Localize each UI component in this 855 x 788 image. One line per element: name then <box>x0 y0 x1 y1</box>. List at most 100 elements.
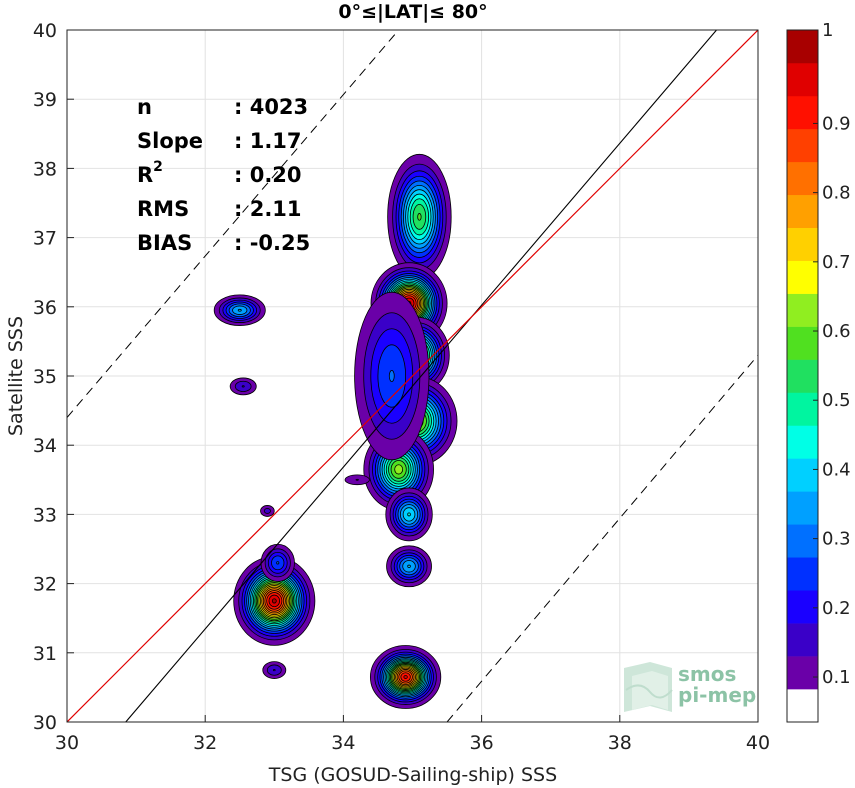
stat-value: : 4023 <box>234 95 308 119</box>
x-tick-label: 34 <box>331 732 355 754</box>
colorbar-band <box>787 128 818 163</box>
stat-label: BIAS <box>137 231 192 255</box>
colorbar-band <box>787 491 818 525</box>
colorbar-band <box>787 590 818 624</box>
density-cluster <box>354 291 430 461</box>
colorbar <box>786 29 819 723</box>
colorbar-tick-label: 0.8 <box>822 183 851 204</box>
chart-title: 0°≤|LAT|≤ 80° <box>338 1 487 23</box>
x-axis-ticks: 30 32 34 36 38 40 <box>55 715 770 754</box>
contour-level <box>263 508 271 514</box>
contour-level <box>355 478 359 481</box>
y-tick-label: 36 <box>33 297 57 319</box>
bound-dashed-line <box>446 354 758 722</box>
contour-level <box>271 598 277 604</box>
colorbar-tick-label: 0.6 <box>822 321 851 342</box>
y-tick-label: 38 <box>33 158 57 180</box>
logo-line1: smos <box>678 662 736 686</box>
contour-level <box>417 213 422 221</box>
stat-label: RMS <box>137 197 189 221</box>
smos-pi-mep-logo: smos pi-mep <box>624 662 756 712</box>
x-axis-label: TSG (GOSUD-Sailing-ship) SSS <box>268 764 557 786</box>
identity-line <box>67 30 758 722</box>
stat-value: : 2.11 <box>234 197 302 221</box>
y-tick-label: 40 <box>33 20 57 42</box>
contour-level <box>403 675 408 679</box>
colorbar-band <box>787 557 818 591</box>
x-tick-label: 40 <box>746 732 770 754</box>
stat-label: Slope <box>137 129 203 153</box>
colorbar-tick-label: 0.5 <box>822 390 851 411</box>
colorbar-tick-label: 0.9 <box>822 113 851 134</box>
contour-level <box>394 464 404 475</box>
density-cluster <box>369 645 442 709</box>
y-tick-label: 37 <box>33 228 57 250</box>
x-tick-label: 32 <box>193 732 217 754</box>
y-tick-label: 34 <box>33 435 57 457</box>
colorbar-tick-label: 1 <box>822 20 833 41</box>
colorbar-band <box>787 458 818 492</box>
colorbar-band <box>787 95 818 130</box>
colorbar-band <box>787 392 818 426</box>
colorbar-band <box>787 194 818 229</box>
density-cluster <box>385 487 433 542</box>
y-axis-ticks: 30 31 32 33 34 35 36 37 38 39 40 <box>33 20 74 734</box>
stat-label: n <box>137 95 152 119</box>
colorbar-band <box>787 293 818 327</box>
contour-level <box>407 512 411 517</box>
colorbar-band <box>787 656 818 690</box>
contour-level <box>237 308 242 312</box>
density-contours <box>213 153 458 709</box>
density-cluster <box>344 474 370 486</box>
x-tick-label: 30 <box>55 732 79 754</box>
colorbar-band <box>787 260 818 294</box>
density-cluster <box>262 661 287 679</box>
colorbar-band <box>787 359 818 393</box>
colorbar-ticks: 0.1 0.2 0.3 0.4 0.5 0.6 0.7 0.8 0.9 1 <box>813 20 851 688</box>
colorbar-band <box>787 227 818 261</box>
density-cluster <box>233 556 316 646</box>
colorbar-band <box>787 30 818 64</box>
colorbar-tick-label: 0.4 <box>822 459 851 480</box>
density-cluster <box>260 505 275 517</box>
colorbar-band <box>787 161 818 196</box>
contour-level <box>388 369 395 383</box>
stat-value: : -0.25 <box>234 231 310 255</box>
y-tick-label: 33 <box>33 504 57 526</box>
colorbar-band <box>787 425 818 459</box>
contour-level <box>272 669 276 672</box>
density-cluster <box>260 543 295 582</box>
y-tick-label: 39 <box>33 89 57 111</box>
colorbar-band <box>787 689 818 723</box>
density-cluster <box>213 294 266 327</box>
colorbar-tick-label: 0.7 <box>822 252 851 273</box>
x-tick-label: 36 <box>470 732 494 754</box>
contour-level <box>241 385 245 388</box>
stat-value: : 0.20 <box>234 163 302 187</box>
y-tick-label: 35 <box>33 366 57 388</box>
colorbar-band <box>787 524 818 558</box>
density-cluster <box>386 545 432 588</box>
reference-lines <box>67 30 758 722</box>
y-axis-label: Satellite SSS <box>5 316 27 436</box>
colorbar-band <box>787 623 818 657</box>
density-cluster <box>387 153 452 280</box>
y-tick-label: 30 <box>33 712 57 734</box>
colorbar-band <box>787 326 818 360</box>
colorbar-tick-label: 0.2 <box>822 598 851 619</box>
density-cluster <box>229 377 257 396</box>
colorbar-tick-label: 0.3 <box>822 529 851 550</box>
colorbar-frame <box>786 29 819 723</box>
stat-value: : 1.17 <box>234 129 302 153</box>
waves-icon <box>624 662 673 712</box>
contour-level <box>276 561 280 565</box>
logo-line2: pi-mep <box>678 683 756 707</box>
colorbar-band <box>787 62 818 97</box>
colorbar-tick-label: 0.1 <box>822 667 851 688</box>
bound-dashed-line <box>67 30 400 418</box>
contour-level <box>407 564 411 568</box>
y-tick-label: 31 <box>33 643 57 665</box>
x-tick-label: 38 <box>608 732 632 754</box>
